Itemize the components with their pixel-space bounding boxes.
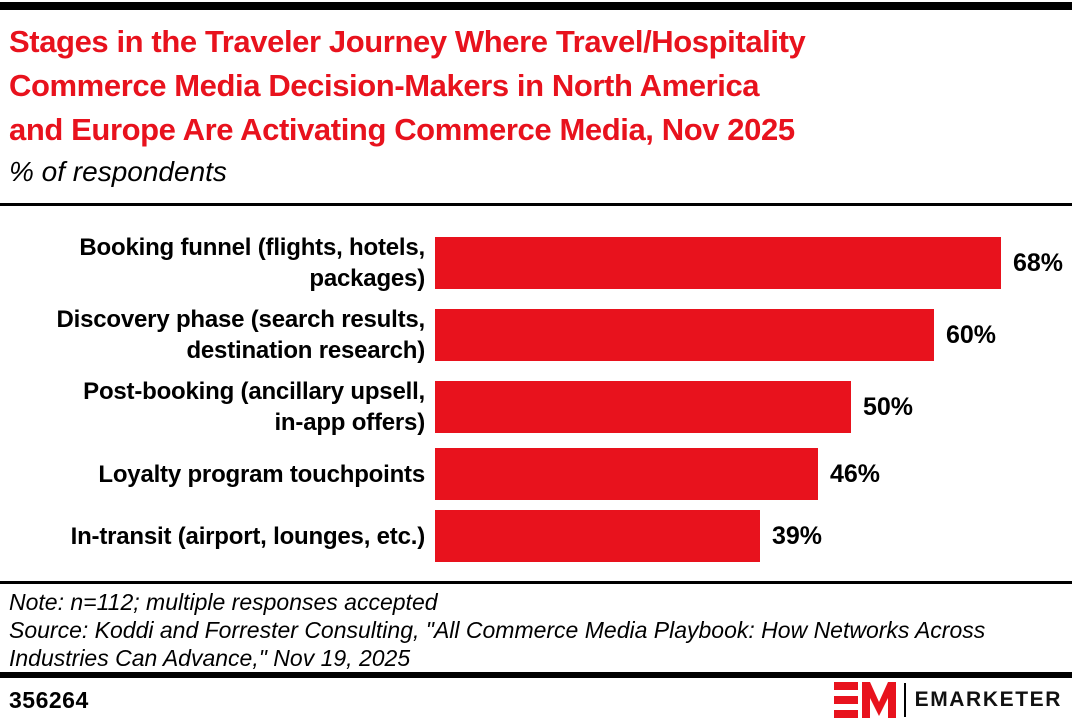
page-title: Stages in the Traveler Journey Where Tra… [9,20,1062,152]
footer: 356264 EMARKETER [0,678,1072,722]
bar [435,448,818,500]
bar-wrap: 46% [435,448,880,500]
value-label: 50% [863,392,914,421]
category-label: Post-booking (ancillary upsell, in-app o… [83,378,425,436]
em-monogram-icon [833,681,896,719]
emarketer-logo: EMARKETER [833,681,1062,719]
value-label: 46% [830,459,881,488]
title-line-3: and Europe Are Activating Commerce Media… [9,112,795,147]
bar-wrap: 60% [435,309,996,361]
note-text: Note: n=112; multiple responses accepted [9,589,438,615]
notes-divider [0,581,1072,584]
category-label: Booking funnel (flights, hotels, package… [79,234,425,292]
footer-divider-bar [0,672,1072,678]
notes-block: Note: n=112; multiple responses accepted… [0,584,1072,672]
header-divider [0,203,1072,206]
chart-id: 356264 [9,686,89,713]
bar-chart: Booking funnel (flights, hotels, package… [0,206,1072,581]
bar-chart-row: Booking funnel (flights, hotels, package… [0,232,1072,294]
title-line-2: Commerce Media Decision-Makers in North … [9,68,760,103]
bar-chart-row: Post-booking (ancillary upsell, in-app o… [0,376,1072,438]
category-label: Loyalty program touchpoints [98,460,425,488]
bar-wrap: 39% [435,510,822,562]
top-accent-bar [0,2,1072,10]
bar-chart-row: In-transit (airport, lounges, etc.) 39% [0,510,1072,562]
value-label: 39% [772,521,823,550]
chart-header: Stages in the Traveler Journey Where Tra… [0,10,1072,190]
source-text: Source: Koddi and Forrester Consulting, … [9,617,986,671]
bar [435,309,934,361]
bar [435,237,1001,289]
category-label: Discovery phase (search results, destina… [56,306,426,364]
category-label: In-transit (airport, lounges, etc.) [70,522,426,550]
bar-wrap: 68% [435,237,1063,289]
chart-subtitle: % of respondents [9,156,227,187]
bar [435,510,760,562]
bar-wrap: 50% [435,381,913,433]
bar [435,381,851,433]
brand-wordmark: EMARKETER [914,688,1062,711]
logo-divider [903,683,906,717]
title-line-1: Stages in the Traveler Journey Where Tra… [9,24,806,59]
value-label: 68% [1013,248,1064,277]
value-label: 60% [946,320,997,349]
bar-chart-row: Discovery phase (search results, destina… [0,304,1072,366]
bar-chart-row: Loyalty program touchpoints 46% [0,448,1072,500]
